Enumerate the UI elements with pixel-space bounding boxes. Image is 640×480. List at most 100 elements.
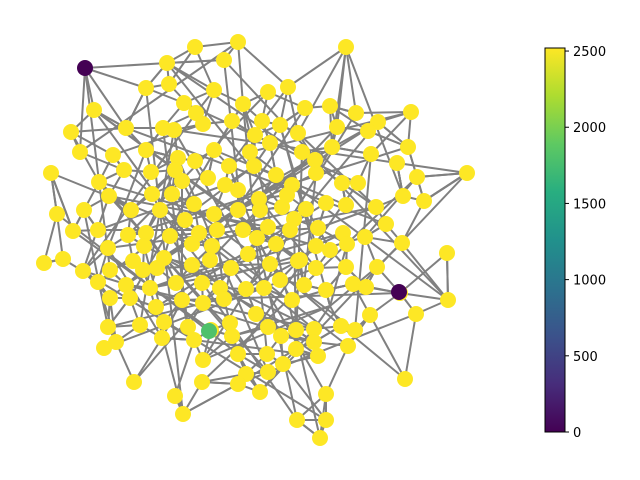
graph-node [76,202,92,218]
graph-edge [297,46,347,134]
graph-node [216,52,232,68]
graph-node [136,238,152,254]
graph-node [90,274,106,290]
graph-node [308,260,324,276]
graph-node [362,307,378,323]
graph-node [100,240,116,256]
graph-edge [231,305,331,337]
graph-node [260,84,276,100]
graph-node [100,319,116,335]
graph-node [91,174,107,190]
graph-node [144,186,160,202]
graph-node [297,100,313,116]
graph-node [312,430,328,446]
graph-node-highlighted [77,60,93,76]
graph-node [90,222,106,238]
graph-node [206,206,222,222]
graph-node [242,144,258,160]
graph-edge [345,46,357,114]
graph-node [395,188,411,204]
graph-node [200,170,216,186]
graph-node [55,251,71,267]
graph-node [176,95,192,111]
graph-node [439,245,455,261]
graph-edge [166,62,283,208]
graph-edge [108,195,269,228]
graph-node [187,39,203,55]
graph-node [310,348,326,364]
graph-node [307,152,323,168]
graph-edge [112,123,204,156]
graph-node [135,262,151,278]
graph-node [338,259,354,275]
graph-node [217,177,233,193]
graph-node [329,119,345,135]
graph-node [96,340,112,356]
graph-node [224,328,240,344]
graph-edge [369,314,406,380]
graph-edge [43,213,58,264]
graph-node [148,299,164,315]
graph-node [194,374,210,390]
colorbar-gradient [544,47,566,433]
graph-node [184,257,200,273]
graph-node [408,306,424,322]
graph-edge [364,176,418,238]
graph-node [289,412,305,428]
graph-edge [174,339,195,397]
colorbar-tick-label: 1500 [573,197,606,212]
graph-node [230,202,246,218]
graph-node [143,164,159,180]
graph-node [230,376,246,392]
graph-node [180,319,196,335]
graph-node [186,332,202,348]
graph-edge [355,111,412,114]
graph-node [298,201,314,217]
graph-node [296,277,312,293]
graph-node [273,328,289,344]
graph-node [105,147,121,163]
graph-node [161,76,177,92]
graph-edge [287,46,347,88]
graph-edge [396,162,468,174]
graph-edge [145,169,176,234]
graph-node [369,259,385,275]
graph-node [170,150,186,166]
graph-node [290,125,306,141]
graph-node [324,139,340,155]
graph-node [156,314,172,330]
graph-node [36,255,52,271]
graph-node [333,318,349,334]
graph-node [167,162,183,178]
graph-node [102,262,118,278]
graph-edge [133,337,163,383]
graph-node [400,139,416,155]
graph-node [252,202,268,218]
graph-edge [166,59,225,64]
graph-node [142,280,158,296]
graph-node [310,220,326,236]
colorbar-tick-label: 2000 [573,121,606,136]
graph-node [249,230,265,246]
colorbar-tick-label: 1000 [573,274,606,289]
graph-node [275,356,291,372]
graph-node [322,98,338,114]
graph-node [288,341,304,357]
graph-node [187,153,203,169]
graph-node [216,291,232,307]
graph-node [268,236,284,252]
graph-node [280,79,296,95]
graph-node [235,222,251,238]
graph-edge [182,383,239,415]
graph-node [206,82,222,98]
colorbar-tick-label: 0 [573,426,581,441]
graph-node [126,374,142,390]
graph-node [194,275,210,291]
graph-node [338,197,354,213]
graph-nodes [36,34,475,446]
graph-node [238,281,254,297]
graph-node [259,346,275,362]
graph-node [322,242,338,258]
graph-node [116,162,132,178]
